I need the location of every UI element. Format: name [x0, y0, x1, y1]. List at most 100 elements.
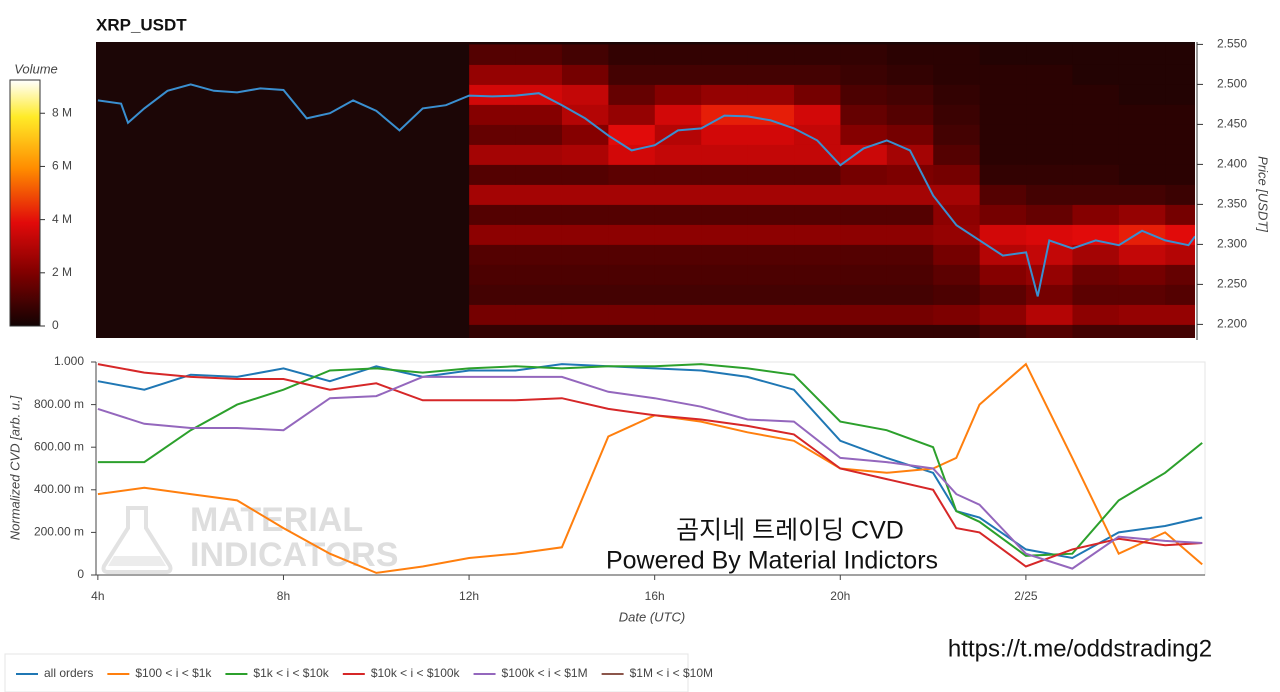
heatmap-cell — [701, 244, 749, 265]
heatmap-cell — [933, 244, 981, 265]
heatmap-cell — [515, 124, 563, 145]
heatmap-cell — [979, 184, 1027, 205]
heatmap-cell — [654, 64, 702, 85]
heatmap-cell — [794, 224, 841, 245]
heatmap-cell — [794, 264, 841, 285]
heatmap-cell — [469, 304, 517, 325]
cvd-line — [97, 363, 1203, 557]
footer-link[interactable]: https://t.me/oddstrading2 — [948, 635, 1212, 662]
heatmap-cell — [1026, 304, 1073, 325]
heatmap-cell — [515, 284, 563, 305]
heatmap-cell — [933, 64, 981, 85]
heatmap-cell — [886, 204, 934, 225]
heatmap-cell — [886, 184, 934, 205]
heatmap-cell — [1026, 104, 1073, 125]
heatmap-cell — [561, 84, 609, 105]
heatmap-cell — [561, 204, 609, 225]
heatmap-cell — [1118, 264, 1166, 285]
y-tick-label: 2.550 — [1217, 37, 1247, 51]
heatmap-cell — [747, 104, 795, 125]
y-tick-label: 800.00 m — [34, 397, 84, 411]
x-tick-label: 16h — [645, 589, 665, 603]
heatmap-cell — [794, 244, 841, 265]
heatmap-cell — [1026, 284, 1073, 305]
heatmap-cell — [561, 144, 609, 165]
heatmap-cell — [979, 124, 1027, 145]
x-tick-label: 12h — [459, 589, 479, 603]
heatmap-cell — [886, 304, 934, 325]
heatmap-cell — [794, 164, 841, 185]
heatmap-cell — [561, 64, 609, 85]
heatmap-cell — [1165, 224, 1195, 245]
heatmap-cell — [654, 284, 702, 305]
heatmap-cell — [886, 284, 934, 305]
heatmap-cell — [747, 144, 795, 165]
heatmap-cell — [979, 44, 1027, 65]
heatmap-cell — [747, 304, 795, 325]
legend-label: $1k < i < $10k — [253, 666, 329, 680]
heatmap-cell — [1072, 304, 1120, 325]
heatmap-cell — [561, 264, 609, 285]
y-tick-label: 1.000 — [54, 354, 84, 368]
heatmap-cell — [1026, 324, 1073, 338]
heatmap-cell — [979, 224, 1027, 245]
heatmap-cell — [1072, 64, 1120, 85]
heatmap-cell — [886, 144, 934, 165]
heatmap-cell — [979, 84, 1027, 105]
heatmap-cell — [515, 104, 563, 125]
heatmap-cell — [1118, 324, 1166, 338]
heatmap-cell — [1072, 164, 1120, 185]
legend-label: $10k < i < $100k — [371, 666, 461, 680]
y-tick-label: 2.500 — [1217, 77, 1247, 91]
heatmap-cell — [1072, 84, 1120, 105]
heatmap-cell — [469, 324, 517, 338]
heatmap-cell — [1118, 284, 1166, 305]
heatmap-cell — [794, 124, 841, 145]
heatmap-cell — [701, 64, 749, 85]
y-tick-label: 2.450 — [1217, 117, 1247, 131]
heatmap-cell — [1165, 204, 1195, 225]
chart-title: XRP_USDT — [96, 15, 187, 34]
heatmap-cell — [933, 284, 981, 305]
heatmap-cell — [561, 224, 609, 245]
heatmap-cell — [840, 204, 888, 225]
colorbar-tick-label: 2 M — [52, 265, 72, 279]
heatmap-cell — [840, 104, 888, 125]
heatmap-cell — [701, 84, 749, 105]
heatmap-cell — [608, 184, 656, 205]
x-tick-label: 2/25 — [1014, 589, 1038, 603]
heatmap-cell — [469, 224, 517, 245]
heatmap-cell — [1072, 184, 1120, 205]
heatmap-cell — [469, 44, 517, 65]
heatmap-cell — [933, 104, 981, 125]
heatmap-cell — [747, 244, 795, 265]
heatmap-cell — [469, 284, 517, 305]
heatmap-cell — [747, 264, 795, 285]
heatmap-cell — [886, 124, 934, 145]
heatmap-cell — [561, 124, 609, 145]
heatmap-cell — [979, 164, 1027, 185]
heatmap-cell — [608, 44, 656, 65]
heatmap-cell — [654, 324, 702, 338]
annotation: Powered By Material Indictors — [606, 547, 938, 575]
heatmap-cell — [840, 124, 888, 145]
y-tick-label: 2.300 — [1217, 237, 1247, 251]
heatmap-cell — [1118, 304, 1166, 325]
heatmap-cell — [469, 84, 517, 105]
heatmap-cell — [794, 324, 841, 338]
heatmap-cell — [979, 204, 1027, 225]
heatmap-cell — [794, 204, 841, 225]
heatmap-cell — [794, 44, 841, 65]
heatmap-cell — [469, 104, 517, 125]
heatmap-cell — [747, 224, 795, 245]
heatmap-cell — [886, 64, 934, 85]
heatmap-cell — [840, 44, 888, 65]
heatmap-cell — [840, 184, 888, 205]
heatmap-cell — [469, 204, 517, 225]
heatmap-cell — [747, 84, 795, 105]
heatmap-cell — [747, 164, 795, 185]
heatmap-cell — [840, 224, 888, 245]
heatmap-cell — [469, 244, 517, 265]
heatmap-cell — [933, 164, 981, 185]
heatmap-cell — [840, 284, 888, 305]
